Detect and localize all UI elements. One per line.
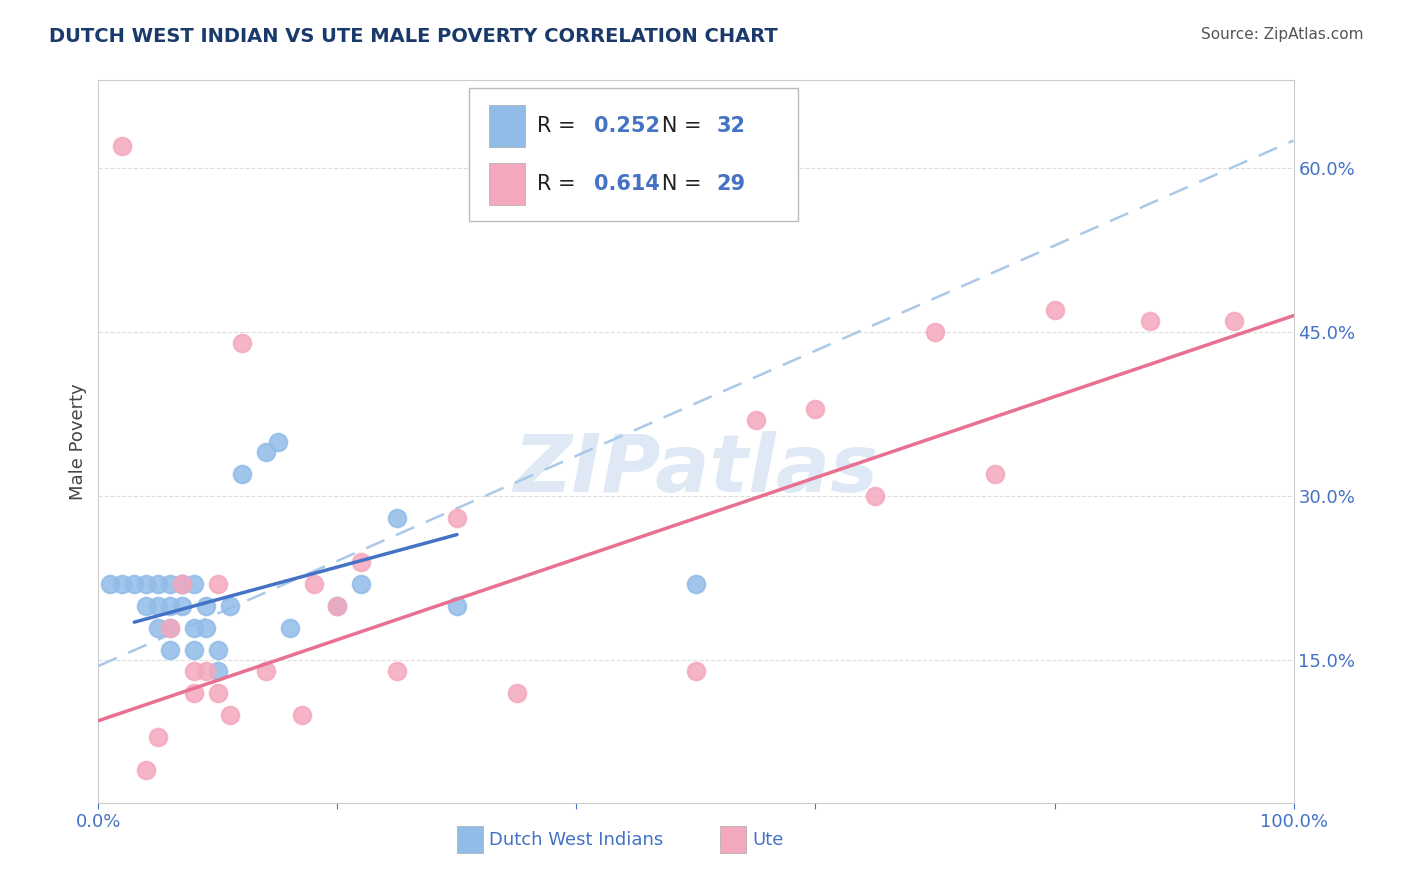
FancyBboxPatch shape [470,87,797,221]
Point [172,577,194,591]
Point [98,577,122,591]
Point [326,599,349,613]
Point [446,511,468,525]
Point [135,599,157,613]
Point [385,511,409,525]
Point [207,642,229,657]
Point [148,621,170,635]
Point [159,642,181,657]
Point [183,642,205,657]
Point [219,708,242,723]
Point [195,621,218,635]
Point [159,599,181,613]
Text: 32: 32 [716,116,745,136]
Point [207,577,229,591]
Point [172,577,194,591]
Text: N =: N = [643,116,709,136]
Point [183,577,205,591]
Point [172,599,194,613]
FancyBboxPatch shape [720,826,747,854]
Point [291,708,314,723]
Point [924,325,946,339]
Text: 0.252: 0.252 [595,116,661,136]
Point [135,763,157,777]
Text: Ute: Ute [752,831,783,849]
Text: ZIPatlas: ZIPatlas [513,432,879,509]
Text: DUTCH WEST INDIAN VS UTE MALE POVERTY CORRELATION CHART: DUTCH WEST INDIAN VS UTE MALE POVERTY CO… [49,27,778,45]
Point [685,577,707,591]
Point [231,336,253,351]
Point [111,139,134,153]
Point [207,686,229,700]
Point [219,599,242,613]
Text: 29: 29 [716,174,745,194]
Point [804,401,827,416]
Point [159,621,181,635]
Point [685,665,707,679]
Point [1043,303,1066,318]
Text: Source: ZipAtlas.com: Source: ZipAtlas.com [1201,27,1364,42]
Point [1223,314,1246,328]
Point [446,599,468,613]
FancyBboxPatch shape [489,162,524,204]
Point [865,489,887,503]
Point [302,577,325,591]
Text: R =: R = [537,174,582,194]
Point [148,730,170,744]
Point [135,577,157,591]
Point [254,445,277,459]
Point [254,665,277,679]
Point [148,577,170,591]
Text: N =: N = [643,174,709,194]
Y-axis label: Male Poverty: Male Poverty [69,384,87,500]
Point [207,665,229,679]
Point [506,686,529,700]
Point [745,412,768,426]
Point [267,434,290,449]
Point [278,621,301,635]
Point [350,555,373,569]
Point [183,686,205,700]
Point [159,577,181,591]
Point [350,577,373,591]
Point [326,599,349,613]
Point [231,467,253,482]
Point [183,665,205,679]
Point [195,665,218,679]
Text: 0.614: 0.614 [595,174,661,194]
Point [195,599,218,613]
Point [148,599,170,613]
Point [111,577,134,591]
Text: Dutch West Indians: Dutch West Indians [489,831,664,849]
Point [183,621,205,635]
Text: R =: R = [537,116,582,136]
Point [159,621,181,635]
Point [385,665,409,679]
FancyBboxPatch shape [489,105,524,147]
FancyBboxPatch shape [457,826,484,854]
Point [1139,314,1161,328]
Point [124,577,146,591]
Point [984,467,1007,482]
Point [172,577,194,591]
